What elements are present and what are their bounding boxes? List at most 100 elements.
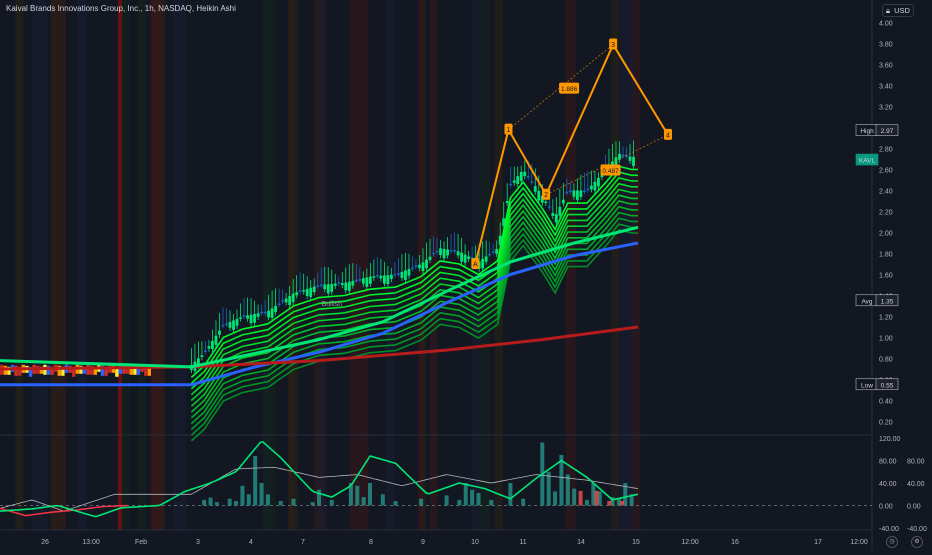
candle xyxy=(228,321,232,328)
volume-bar xyxy=(607,501,612,506)
candle xyxy=(446,249,449,256)
time-tick-label: 17 xyxy=(814,539,822,546)
candle xyxy=(204,350,207,352)
candle xyxy=(249,314,253,324)
time-tick-label: 11 xyxy=(519,539,526,546)
wave-point-label: 3 xyxy=(611,42,615,49)
volume-bar xyxy=(508,483,513,506)
candle xyxy=(111,365,115,373)
candle xyxy=(46,365,51,375)
candle xyxy=(421,262,425,272)
candle xyxy=(267,310,270,318)
price-label-name: High xyxy=(860,128,874,135)
candle xyxy=(572,190,576,197)
bullish-label: Bullish xyxy=(321,301,342,308)
background-band xyxy=(478,0,491,530)
fib-ratio-marker xyxy=(600,164,621,176)
background-band xyxy=(77,0,87,530)
candle xyxy=(93,366,97,375)
candle xyxy=(118,364,123,374)
candle xyxy=(382,275,386,284)
candle xyxy=(632,156,635,166)
oscillator-line xyxy=(0,441,639,518)
currency-button[interactable]: 🔒︎ USD xyxy=(882,4,914,17)
candle xyxy=(544,201,548,204)
oscillator-signal-line xyxy=(0,466,639,512)
volume-bar xyxy=(240,485,245,506)
candle xyxy=(597,177,600,187)
candle xyxy=(386,275,390,285)
background-band xyxy=(350,0,359,530)
time-tick-label: 10 xyxy=(471,539,479,546)
volume-bar xyxy=(329,499,334,506)
candle xyxy=(600,174,604,178)
time-tick-label: 7 xyxy=(301,539,305,546)
candle xyxy=(411,267,414,270)
background-band xyxy=(611,0,620,530)
candle xyxy=(281,300,285,302)
volume-bar xyxy=(591,483,596,506)
candle xyxy=(498,235,502,245)
candle xyxy=(488,253,492,256)
price-tick-label: 2.60 xyxy=(879,168,893,175)
price-tick-label: 2.20 xyxy=(879,210,893,217)
volume-bar xyxy=(444,495,449,506)
background-band xyxy=(151,0,165,530)
candle xyxy=(361,278,365,284)
volume-bar xyxy=(594,490,599,506)
time-tick-label: 16 xyxy=(731,539,739,546)
volume-bar xyxy=(214,502,219,506)
candle xyxy=(72,366,76,377)
ribbon-line xyxy=(190,176,638,390)
candle xyxy=(526,176,530,178)
candle xyxy=(14,365,18,376)
candle xyxy=(284,298,288,303)
candle xyxy=(442,248,446,259)
background-band xyxy=(50,0,67,530)
ribbon-line xyxy=(190,228,638,442)
background-band xyxy=(630,0,641,530)
fib-ratio-label: 1.886 xyxy=(561,86,578,93)
candle xyxy=(253,314,256,323)
candle xyxy=(225,323,228,325)
candle xyxy=(575,190,579,200)
price-label-box xyxy=(875,294,899,307)
candle xyxy=(115,366,119,377)
candle xyxy=(470,257,474,259)
candle xyxy=(7,366,11,375)
candle xyxy=(263,311,267,314)
candle xyxy=(495,248,499,254)
price-label-value: 2.97 xyxy=(881,128,894,135)
candle xyxy=(628,156,632,161)
candle xyxy=(481,258,485,269)
oscillator-tick-label: 40.00 xyxy=(879,481,897,488)
candle xyxy=(428,256,432,260)
candle xyxy=(211,340,214,349)
candle xyxy=(586,188,590,191)
volume-bar xyxy=(476,493,481,506)
candle xyxy=(530,181,534,183)
candle xyxy=(435,250,439,253)
price-label-value: 1.35 xyxy=(881,298,894,305)
time-zone-icon[interactable]: ◷ xyxy=(886,536,898,548)
volume-bar xyxy=(489,499,494,506)
candle xyxy=(460,252,463,262)
candle xyxy=(537,190,541,201)
candle xyxy=(432,252,435,255)
ribbon-line xyxy=(190,217,638,430)
settings-icon[interactable]: ⚙ xyxy=(911,536,923,548)
wave-point-marker xyxy=(542,188,551,200)
candle xyxy=(379,275,383,279)
background-band xyxy=(317,0,327,530)
background-band xyxy=(15,0,24,530)
price-tick-label: 4.00 xyxy=(879,21,893,28)
volume-bar xyxy=(234,501,239,506)
candle xyxy=(39,366,43,374)
candle xyxy=(568,190,572,192)
candle xyxy=(312,286,316,293)
candle xyxy=(502,218,506,226)
time-tick-label: 12:00 xyxy=(681,539,699,546)
candle xyxy=(618,153,621,160)
